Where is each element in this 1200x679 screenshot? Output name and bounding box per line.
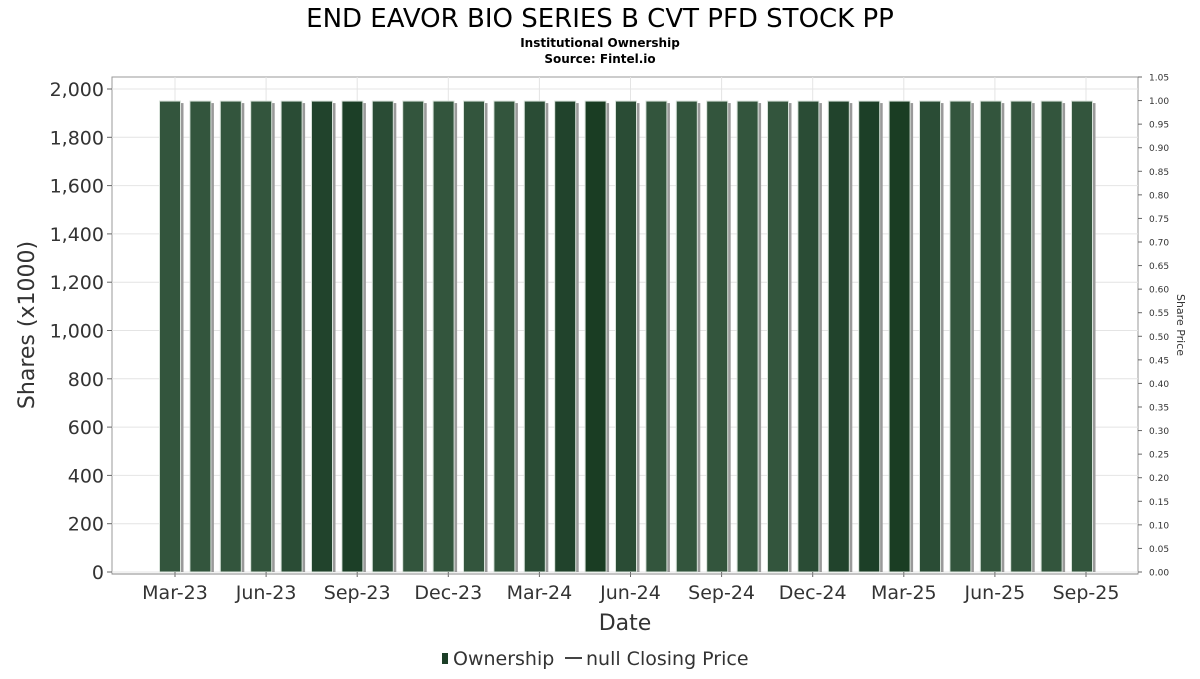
ownership-bar	[949, 100, 972, 573]
ownership-bar	[675, 100, 698, 573]
y-tick-label: 1,200	[50, 272, 104, 294]
x-tick-label: Mar-23	[142, 582, 208, 604]
y2-tick-label: 0.40	[1149, 380, 1169, 390]
y-tick-label: 0	[92, 562, 104, 584]
ownership-bar	[250, 100, 273, 573]
y-tick-label: 400	[68, 465, 104, 487]
ownership-bar	[523, 100, 546, 573]
ownership-bar	[797, 100, 820, 573]
y2-axis-label: Share Price	[1174, 294, 1187, 356]
y2-tick-label: 0.80	[1149, 191, 1169, 201]
legend-ownership-label: Ownership	[453, 648, 554, 670]
ownership-bar	[645, 100, 668, 573]
ownership-bar	[706, 100, 729, 573]
ownership-bar	[615, 100, 637, 573]
y2-tick-label: 1.05	[1149, 74, 1169, 84]
y2-tick-label: 0.30	[1149, 427, 1169, 437]
x-tick-label: Dec-24	[779, 582, 847, 604]
y-axis-label: Shares (x1000)	[15, 241, 40, 409]
y2-tick-label: 0.60	[1149, 286, 1169, 296]
y2-tick-label: 0.85	[1149, 168, 1169, 178]
x-tick-label: Jun-24	[599, 582, 661, 604]
y-tick-label: 1,000	[50, 321, 104, 343]
y2-tick-label: 0.35	[1149, 404, 1169, 414]
chart-title: END EAVOR BIO SERIES B CVT PFD STOCK PP	[306, 4, 894, 34]
x-tick-label: Sep-23	[324, 582, 391, 604]
y2-tick-label: 0.05	[1149, 545, 1169, 555]
chart-source: Source: Fintel.io	[544, 52, 655, 66]
chart-subtitle: Institutional Ownership	[520, 36, 680, 50]
y2-tick-label: 0.70	[1149, 239, 1169, 249]
y-tick-label: 600	[68, 417, 104, 439]
y2-tick-label: 0.55	[1149, 309, 1169, 319]
ownership-bar	[584, 100, 607, 573]
y2-tick-label: 0.95	[1149, 121, 1169, 131]
ownership-bar	[341, 100, 364, 573]
x-tick-label: Jun-23	[235, 582, 297, 604]
ownership-bar	[827, 100, 850, 573]
y-tick-label: 1,600	[50, 176, 104, 198]
x-tick-label: Sep-24	[688, 582, 755, 604]
legend-price-label: null Closing Price	[586, 648, 749, 670]
y-tick-label: 800	[68, 369, 104, 391]
x-tick-label: Mar-25	[871, 582, 937, 604]
ownership-bar	[919, 100, 941, 573]
ownership-bar	[432, 100, 455, 573]
ownership-bar	[311, 100, 333, 573]
ownership-bar	[1040, 100, 1063, 573]
ownership-bar	[736, 100, 759, 573]
ownership-bar	[1010, 100, 1033, 573]
ownership-bar	[463, 100, 485, 573]
y2-tick-label: 0.20	[1149, 474, 1169, 484]
x-tick-label: Dec-23	[414, 582, 482, 604]
bars	[159, 100, 1096, 573]
ownership-bar	[189, 100, 212, 573]
ownership-bar	[554, 100, 577, 573]
y-tick-label: 1,400	[50, 224, 104, 246]
y-tick-label: 1,800	[50, 127, 104, 149]
y2-tick-label: 0.90	[1149, 144, 1169, 154]
x-tick-label: Jun-25	[964, 582, 1026, 604]
ownership-bar	[159, 100, 181, 573]
ownership-bar	[493, 100, 516, 573]
y2-tick-label: 1.00	[1149, 97, 1169, 107]
y2-tick-label: 0.50	[1149, 333, 1169, 343]
ownership-bar	[1071, 100, 1093, 573]
y2-tick-label: 0.75	[1149, 215, 1169, 225]
ownership-bar	[402, 100, 425, 573]
y2-tick-label: 0.10	[1149, 521, 1169, 531]
legend: Ownership null Closing Price	[442, 648, 749, 670]
ownership-bar	[371, 100, 394, 573]
y2-tick-label: 0.25	[1149, 451, 1169, 461]
x-axis: Mar-23 Jun-23 Sep-23 Dec-23 Mar-24 Jun-24 Sep-…	[112, 572, 1138, 604]
ownership-bar	[979, 100, 1002, 573]
y-tick-label: 2,000	[50, 79, 104, 101]
y2-tick-label: 0.15	[1149, 498, 1169, 508]
ownership-bar	[280, 100, 303, 573]
ownership-bar	[858, 100, 881, 573]
y2-tick-label: 0.45	[1149, 356, 1169, 366]
y-axis-left: 0 200 400 600 800 1,000 1,200 1,400 1,600 1,800 2,…	[50, 79, 112, 584]
ownership-bar	[888, 100, 911, 573]
y-axis-right: 0.00 0.05 0.10 0.15 0.20 0.25 0.30 0.35 0.40 0.45…	[1138, 74, 1169, 579]
y-tick-label: 200	[68, 514, 104, 536]
y2-tick-label: 0.65	[1149, 262, 1169, 272]
legend-ownership-swatch	[442, 653, 448, 664]
ownership-bar	[767, 100, 789, 573]
x-axis-label: Date	[599, 611, 652, 636]
y2-tick-label: 0.00	[1149, 569, 1169, 579]
ownership-bar	[219, 100, 242, 573]
x-tick-label: Mar-24	[507, 582, 573, 604]
x-tick-label: Sep-25	[1053, 582, 1120, 604]
